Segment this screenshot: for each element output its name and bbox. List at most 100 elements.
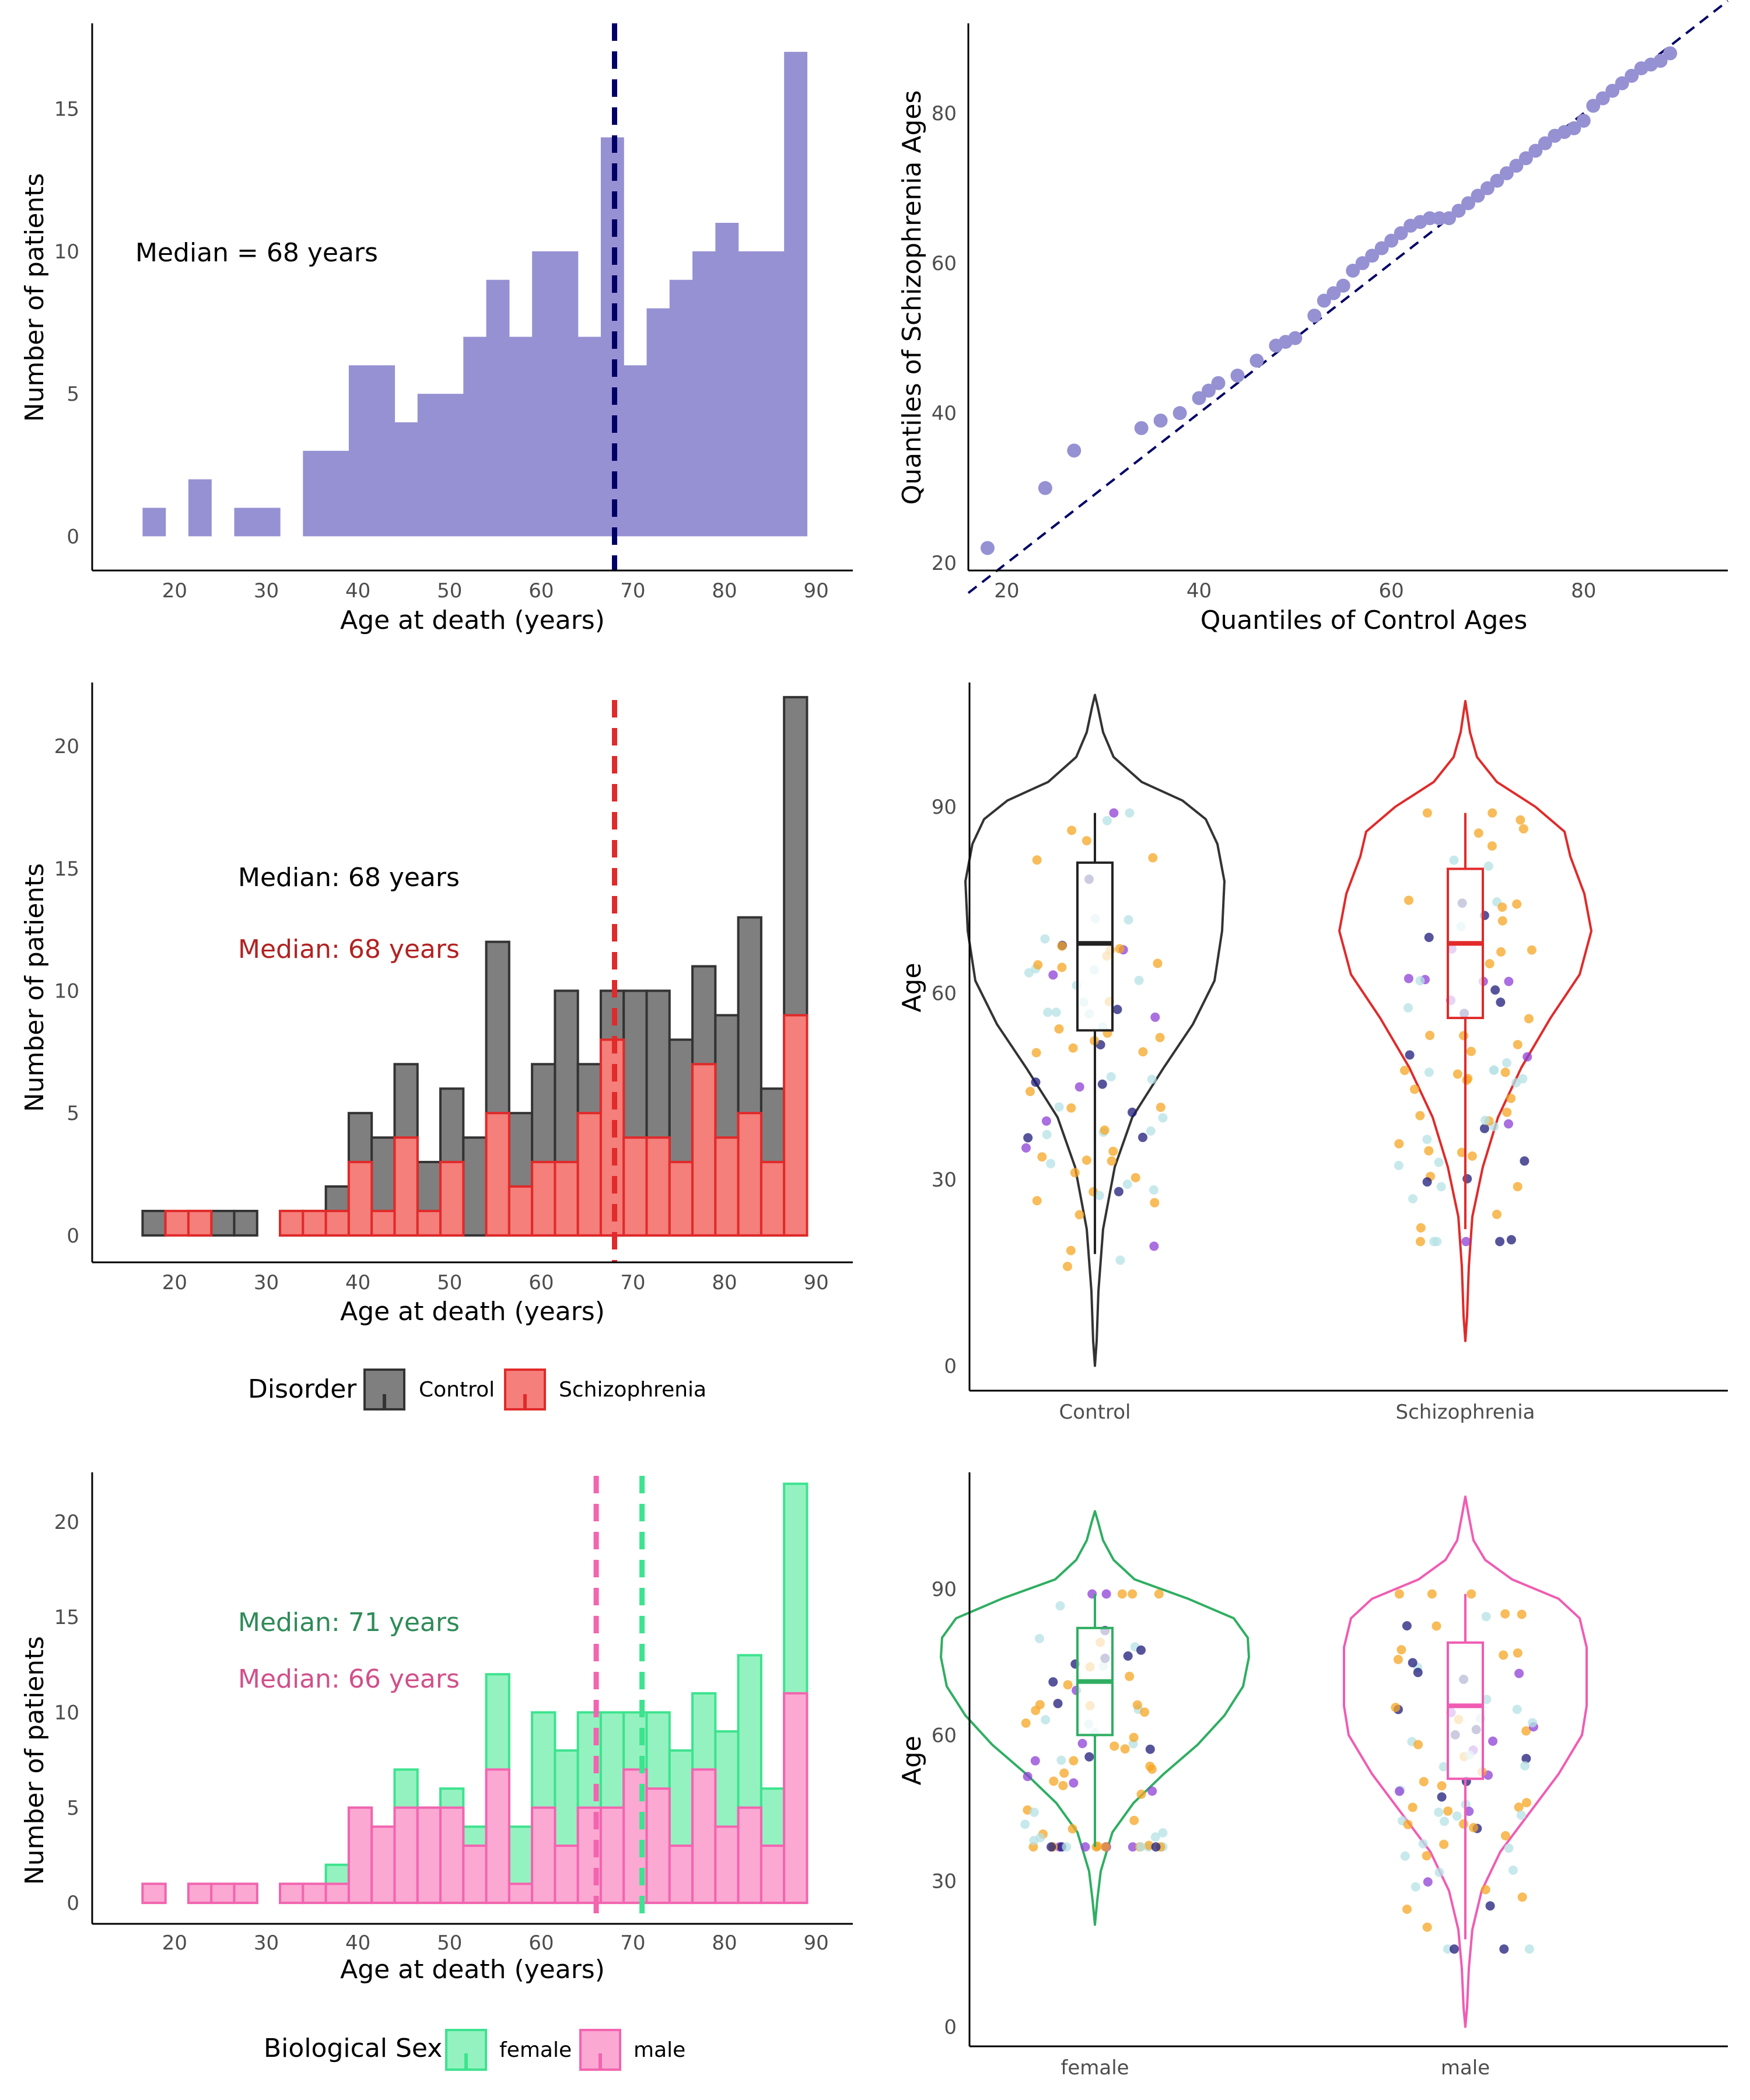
jitter-point — [1149, 1185, 1158, 1195]
jitter-point — [1506, 1235, 1516, 1245]
jitter-point — [1074, 1210, 1084, 1220]
histogram-bar-male — [714, 1825, 740, 1905]
histogram-bar — [532, 251, 555, 537]
jitter-point — [1497, 902, 1507, 912]
jitter-point — [1112, 1005, 1122, 1014]
y-tick-label: 80 — [932, 102, 957, 125]
jitter-point — [1462, 1174, 1472, 1184]
jitter-point — [1053, 1699, 1063, 1709]
qq-point — [1423, 211, 1437, 226]
jitter-point — [1128, 1842, 1138, 1852]
jitter-point — [1122, 1180, 1132, 1189]
jitter-point — [1504, 977, 1514, 986]
jitter-point — [1459, 1819, 1468, 1829]
jitter-point — [1156, 1102, 1166, 1112]
jitter-point — [1033, 960, 1043, 970]
histogram-bar-schizophrenia — [691, 1063, 717, 1237]
x-tick-label: 50 — [437, 579, 462, 603]
histogram-bar — [394, 422, 418, 537]
jitter-point — [1422, 1851, 1432, 1861]
qq-point — [1461, 196, 1476, 211]
jitter-point — [1049, 1776, 1059, 1786]
jitter-point — [1395, 1786, 1404, 1796]
histogram-bar — [669, 279, 693, 537]
jitter-point — [1415, 1111, 1425, 1121]
x-tick-label: 90 — [804, 1931, 829, 1955]
histogram-bar-male — [485, 1768, 510, 1905]
jitter-point — [1408, 1658, 1418, 1668]
jitter-point — [1084, 1752, 1094, 1762]
jitter-point — [1423, 1877, 1433, 1887]
jitter-point — [1068, 1824, 1077, 1834]
jitter-point — [1123, 1651, 1133, 1661]
qq-point — [1317, 293, 1331, 308]
histogram-bar-schizophrenia — [668, 1161, 694, 1237]
qq-point — [980, 541, 995, 555]
legend-label-female: female — [499, 2038, 572, 2062]
jitter-point — [1148, 853, 1158, 863]
histogram-bar-male — [737, 1806, 762, 1905]
histogram-bar-schizophrenia — [164, 1209, 190, 1237]
jitter-point — [1504, 1119, 1513, 1129]
x-tick-label: 50 — [437, 1271, 462, 1294]
qq-point — [1307, 309, 1322, 323]
panel-disorder-violin: 0 30 60 90 Control Schizophrenia Age — [897, 682, 1728, 1424]
panel-age-histogram: 0 5 10 15 20 30 40 50 60 70 80 90 Median = 68 years… — [20, 23, 853, 635]
histogram-bar-schizophrenia — [347, 1161, 373, 1237]
histogram-bar-schizophrenia — [485, 1112, 510, 1237]
jitter-point — [1150, 1198, 1160, 1208]
jitter-point — [1063, 1262, 1072, 1271]
x-tick-label: 80 — [712, 1931, 737, 1955]
legend-label-male: male — [634, 2038, 685, 2062]
jitter-point — [1154, 1589, 1164, 1599]
jitter-point — [1481, 1612, 1491, 1622]
y-tick-label: 60 — [932, 1724, 957, 1747]
legend-title: Biological Sex — [264, 2034, 442, 2063]
jitter-point — [1074, 1082, 1084, 1092]
histogram-bar — [417, 394, 441, 537]
jitter-point — [1517, 1609, 1527, 1619]
plot-area: 20 40 60 80 20 40 60 80 — [932, 0, 1729, 603]
jitter-point — [1488, 808, 1497, 818]
jitter-point — [1432, 1621, 1441, 1631]
jitter-point — [1459, 1031, 1469, 1041]
plot-area: 0 5 10 15 20 30 40 50 60 70 80 90 — [54, 23, 853, 603]
histogram-bar-schizophrenia — [416, 1209, 442, 1237]
histogram-bar — [463, 337, 487, 537]
jitter-point — [1070, 1168, 1080, 1178]
reference-line — [967, 0, 1729, 594]
x-tick-label: 30 — [254, 1271, 279, 1294]
jitter-point — [1437, 1792, 1447, 1802]
histogram-bar — [509, 337, 533, 537]
jitter-point — [1029, 1807, 1039, 1817]
jitter-point — [1393, 1654, 1403, 1664]
y-tick-label: 0 — [66, 1224, 79, 1248]
histogram-bar-male — [508, 1882, 534, 1905]
violin-male — [1343, 1495, 1588, 2028]
jitter-point — [1101, 1842, 1111, 1852]
x-tick-label: 20 — [162, 1271, 187, 1294]
jitter-point — [1419, 1777, 1429, 1787]
histogram-bar-male — [531, 1806, 556, 1905]
jitter-point — [1520, 1156, 1530, 1166]
jitter-point — [1496, 947, 1506, 957]
jitter-point — [1130, 1172, 1140, 1182]
jitter-point — [1023, 1772, 1032, 1782]
histogram-bar-male — [554, 1845, 579, 1905]
jitter-point — [1502, 1107, 1512, 1117]
jitter-point — [1046, 1158, 1056, 1168]
y-axis-title: Number of patients — [20, 173, 50, 422]
panel-qq-plot: 20 40 60 80 20 40 60 80 Quantiles of Control Ag… — [897, 0, 1729, 635]
jitter-point — [1499, 1944, 1509, 1954]
qq-point — [1490, 173, 1504, 188]
jitter-point — [1031, 1077, 1041, 1087]
x-tick-label-control: Control — [1059, 1401, 1131, 1424]
jitter-point — [1497, 916, 1507, 926]
jitter-point — [1048, 1677, 1058, 1687]
histogram-bar-male — [187, 1882, 213, 1905]
jitter-point — [1097, 1079, 1107, 1089]
histogram-bar-schizophrenia — [645, 1136, 671, 1237]
jitter-point — [1032, 855, 1042, 865]
x-tick-label: 40 — [345, 579, 370, 603]
x-tick-label: 20 — [162, 579, 187, 603]
